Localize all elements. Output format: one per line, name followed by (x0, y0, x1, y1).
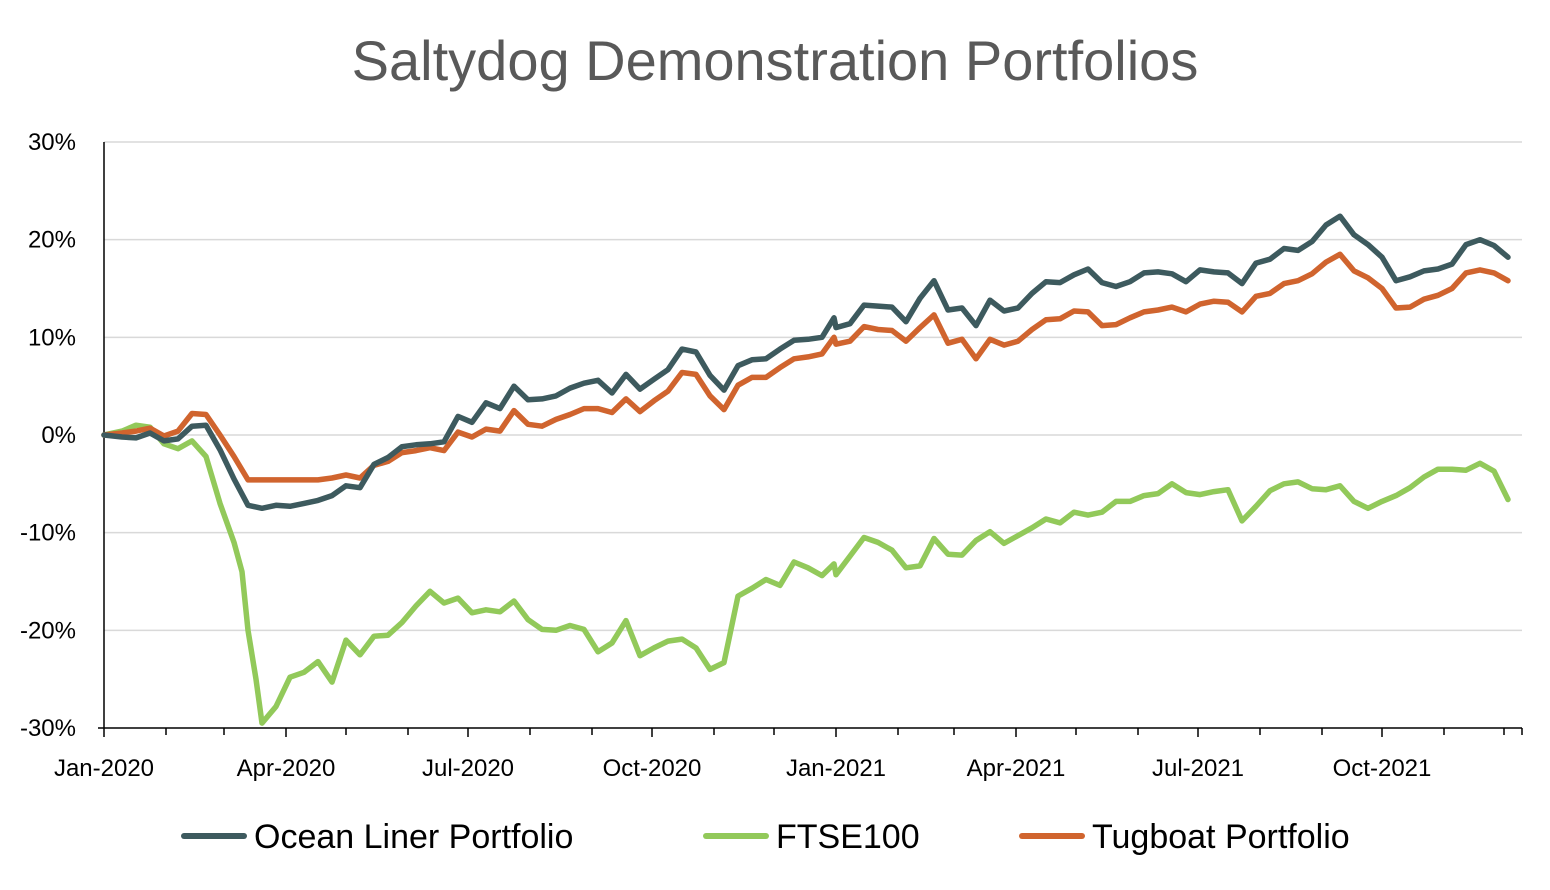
legend-label-ocean-liner-portfolio: Ocean Liner Portfolio (254, 818, 573, 856)
x-tick-label: Jul-2020 (422, 755, 514, 782)
legend: Ocean Liner Portfolio FTSE100 Tugboat Port… (181, 818, 1350, 856)
series-line-ocean-liner-portfolio (101, 213, 1511, 512)
tick-labels: 30% 20% 10% 0% -10% -20% -30% Jan-2020 Apr-2020 J… (20, 129, 1431, 782)
y-tick-label: -20% (20, 617, 76, 644)
series-lines (101, 213, 1511, 726)
y-tick-label: -10% (20, 520, 76, 547)
y-tick-label: 10% (28, 324, 76, 351)
y-tick-label: 20% (28, 227, 76, 254)
legend-label-tugboat-portfolio: Tugboat Portfolio (1092, 818, 1350, 856)
x-tick-label: Jan-2021 (786, 755, 886, 782)
axes (98, 142, 1523, 737)
y-tick-label: -30% (20, 715, 76, 742)
series-line-tugboat-portfolio (101, 251, 1511, 483)
series-line-ftse100 (101, 422, 1511, 726)
y-tick-label: 0% (41, 422, 76, 449)
x-tick-label: Oct-2020 (603, 755, 702, 782)
x-tick-label: Apr-2021 (967, 755, 1066, 782)
legend-label-ftse100: FTSE100 (776, 818, 920, 856)
grid-lines (104, 141, 1522, 632)
x-tick-label: Apr-2020 (237, 755, 336, 782)
chart-title: Saltydog Demonstration Portfolios (351, 29, 1199, 92)
y-tick-label: 30% (28, 129, 76, 156)
x-tick-label: Oct-2021 (1333, 755, 1432, 782)
x-tick-label: Jul-2021 (1152, 755, 1244, 782)
x-tick-label: Jan-2020 (54, 755, 154, 782)
